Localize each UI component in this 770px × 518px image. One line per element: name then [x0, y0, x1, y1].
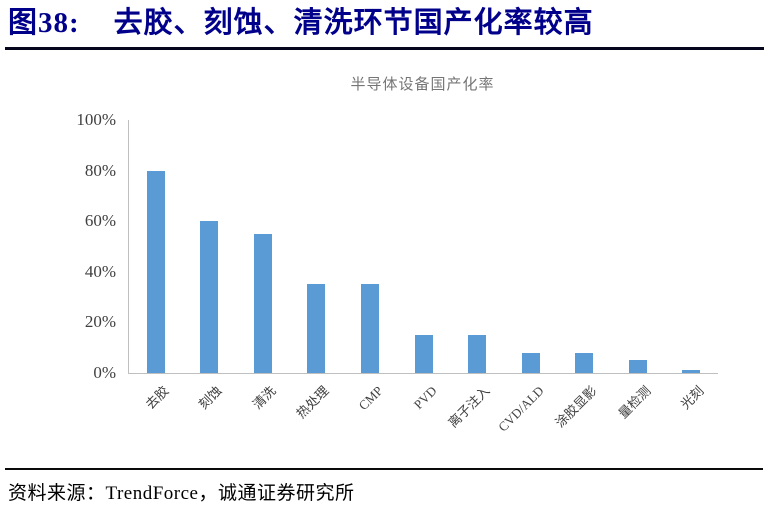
- chart-title: 半导体设备国产化率: [350, 76, 495, 93]
- y-axis-tick-label: 80%: [84, 160, 116, 180]
- bar-热处理: [307, 284, 326, 373]
- figure-heading: 图38: 去胶、刻蚀、清洗环节国产化率较高: [8, 5, 762, 41]
- bar-去胶: [146, 170, 165, 373]
- footer-divider: [5, 468, 763, 470]
- heading-underline: [5, 47, 764, 50]
- y-axis-tick-label: 40%: [84, 261, 116, 281]
- source-text: 资料来源：TrendForce，诚通证券研究所: [8, 483, 355, 504]
- y-axis-tick-label: 60%: [84, 211, 116, 231]
- y-axis-tick-label: 100%: [76, 110, 116, 129]
- figure-title: 去胶、刻蚀、清洗环节国产化率较高: [113, 7, 594, 39]
- bar-CVD/ALD: [521, 352, 540, 373]
- bar-量检测: [628, 360, 647, 373]
- plot-area: [128, 120, 718, 374]
- y-axis-tick-label: 0%: [93, 363, 116, 382]
- bar-光刻: [682, 370, 701, 373]
- bar-刻蚀: [200, 221, 219, 373]
- bar-PVD: [414, 335, 433, 373]
- figure-number-label: 图38:: [8, 7, 80, 39]
- bar-涂胶显影: [575, 352, 594, 373]
- bar-离子注入: [468, 335, 487, 373]
- bar-CMP: [360, 284, 379, 373]
- bar-清洗: [253, 233, 272, 373]
- y-axis-tick-label: 20%: [84, 312, 116, 332]
